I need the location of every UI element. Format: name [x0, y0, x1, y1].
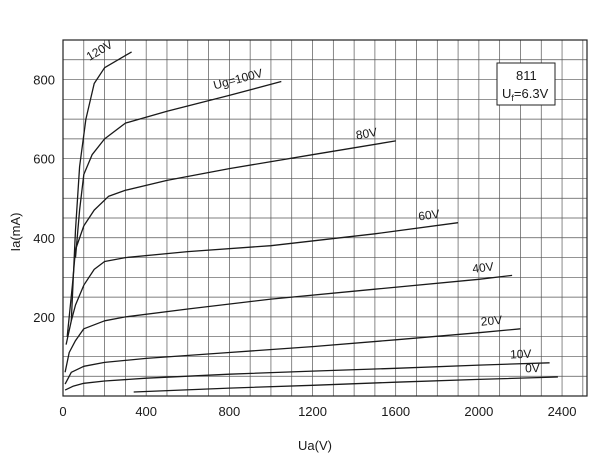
info-box-frame — [496, 62, 556, 106]
x-tick-label: 2400 — [548, 404, 577, 419]
curve-label: 10V — [510, 347, 532, 362]
curve-20v — [64, 328, 521, 385]
curve-40v — [64, 274, 513, 373]
curves — [64, 51, 558, 393]
x-tick-label: 2000 — [464, 404, 493, 419]
curve-label: 60V — [417, 207, 440, 224]
curve-label: 0V — [525, 361, 540, 375]
y-tick-label: 200 — [33, 310, 55, 325]
x-tick-label: 400 — [135, 404, 157, 419]
y-axis-title: Ia(mA) — [8, 213, 23, 252]
x-tick-label: 800 — [218, 404, 240, 419]
curve-0v — [133, 376, 558, 393]
curve-label: 40V — [472, 259, 495, 275]
y-tick-label: 400 — [33, 231, 55, 246]
curve-label: 20V — [480, 313, 503, 329]
x-tick-label: 0 — [59, 404, 66, 419]
y-tick-label: 600 — [33, 152, 55, 167]
filament-voltage: Uf=6.3V — [502, 86, 549, 103]
info-box: 811 Uf=6.3V — [496, 62, 556, 106]
curve-120v — [70, 51, 132, 321]
curve-ug-100v — [74, 80, 282, 258]
y-tick-label: 800 — [33, 73, 55, 88]
x-tick-label: 1600 — [381, 404, 410, 419]
curve-80v — [66, 140, 396, 337]
x-axis-title: Ua(V) — [298, 438, 332, 453]
ticks: 0 400 800 1200 1600 2000 2400 200 400 600 800 — [33, 73, 576, 419]
filament-voltage-value: =6.3V — [514, 86, 549, 101]
grid — [62, 39, 588, 397]
curve-60v — [65, 222, 459, 345]
x-tick-label: 1200 — [298, 404, 327, 419]
curve-label: 80V — [355, 125, 378, 142]
filament-voltage-subscript: f — [511, 93, 514, 103]
tube-type: 811 — [516, 68, 537, 83]
plot-frame — [62, 39, 588, 397]
filament-voltage-prefix: U — [502, 86, 511, 101]
curve-10v — [64, 362, 550, 391]
